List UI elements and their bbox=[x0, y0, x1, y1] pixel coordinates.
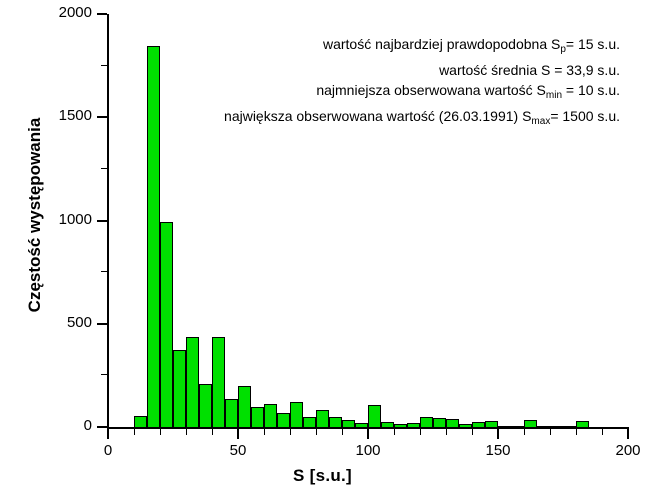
x-tick-minor bbox=[186, 429, 187, 435]
x-tick-minor bbox=[160, 429, 161, 435]
y-tick-major bbox=[97, 116, 107, 119]
annotation-subscript: p bbox=[560, 44, 566, 55]
annotation-line: najmniejsza obserwowana wartość Smin = 1… bbox=[316, 82, 620, 101]
y-tick-label: 2000 bbox=[58, 4, 92, 21]
x-tick-label: 0 bbox=[103, 442, 113, 459]
y-tick-minor bbox=[101, 271, 107, 273]
annotation-block: wartość najbardziej prawdopodobna Sp= 15… bbox=[175, 34, 620, 132]
plot-area bbox=[108, 14, 628, 428]
x-tick-major bbox=[497, 429, 499, 439]
x-tick-minor bbox=[472, 429, 473, 435]
x-tick-major bbox=[237, 429, 239, 439]
histogram-bar bbox=[173, 349, 186, 428]
y-axis-title: Częstość występowania bbox=[25, 117, 44, 313]
histogram-bar bbox=[251, 407, 264, 428]
x-tick-minor bbox=[290, 429, 291, 435]
x-axis-title: S [s.u.] bbox=[292, 466, 353, 485]
x-tick-minor bbox=[394, 429, 395, 435]
x-tick-label: 100 bbox=[355, 442, 381, 459]
annotation-subscript: min bbox=[545, 90, 563, 101]
x-tick-label: 50 bbox=[229, 442, 247, 459]
x-tick-major bbox=[627, 429, 629, 439]
x-tick-minor bbox=[264, 429, 265, 435]
x-tick-minor bbox=[316, 429, 317, 435]
x-tick-minor bbox=[420, 429, 421, 435]
annotation-line: wartość najbardziej prawdopodobna Sp= 15… bbox=[322, 36, 620, 55]
x-axis-line bbox=[108, 427, 629, 429]
y-tick-label: 1500 bbox=[58, 107, 92, 125]
y-axis-line bbox=[107, 14, 109, 429]
y-tick-major bbox=[97, 219, 107, 222]
annotation-line: wartość średnia S = 33,9 s.u. bbox=[439, 62, 620, 78]
annotation-line: największa obserwowana wartość (26.03.19… bbox=[224, 108, 620, 127]
histogram-bar bbox=[290, 402, 303, 428]
histogram-bar bbox=[238, 385, 251, 428]
x-tick-minor bbox=[134, 429, 135, 435]
y-tick-major bbox=[97, 13, 107, 15]
x-tick-label: 150 bbox=[485, 442, 511, 459]
y-tick-major bbox=[97, 426, 107, 428]
histogram-bar bbox=[147, 45, 160, 428]
x-tick-minor bbox=[602, 429, 603, 435]
x-tick-minor bbox=[212, 429, 213, 435]
x-tick-major bbox=[107, 429, 109, 439]
histogram-bar bbox=[264, 404, 277, 428]
y-tick-label: 1000 bbox=[58, 210, 92, 228]
histogram-bar bbox=[316, 410, 329, 428]
y-tick-minor bbox=[101, 374, 107, 376]
histogram-bar bbox=[277, 412, 290, 428]
x-tick-minor bbox=[524, 429, 525, 435]
x-tick-minor bbox=[342, 429, 343, 435]
y-tick-minor bbox=[101, 167, 107, 169]
histogram-bar bbox=[212, 337, 225, 428]
x-tick-minor bbox=[446, 429, 447, 435]
histogram-bar bbox=[368, 405, 381, 428]
x-tick-label: 200 bbox=[615, 442, 641, 459]
y-axis-tick-labels: 0 500 1000 1500 2000 bbox=[20, 0, 92, 493]
histogram-bar bbox=[225, 399, 238, 428]
y-tick-major bbox=[97, 322, 107, 325]
y-tick-minor bbox=[101, 64, 107, 66]
histogram-bar bbox=[160, 221, 173, 428]
y-tick-label: 0 bbox=[83, 417, 92, 434]
x-tick-major bbox=[367, 429, 369, 439]
annotation-subscript: max bbox=[531, 116, 551, 127]
histogram-bar bbox=[186, 337, 199, 428]
x-tick-minor bbox=[550, 429, 551, 435]
x-tick-minor bbox=[576, 429, 577, 435]
histogram-bar bbox=[199, 383, 212, 428]
y-tick-label: 500 bbox=[66, 313, 92, 331]
